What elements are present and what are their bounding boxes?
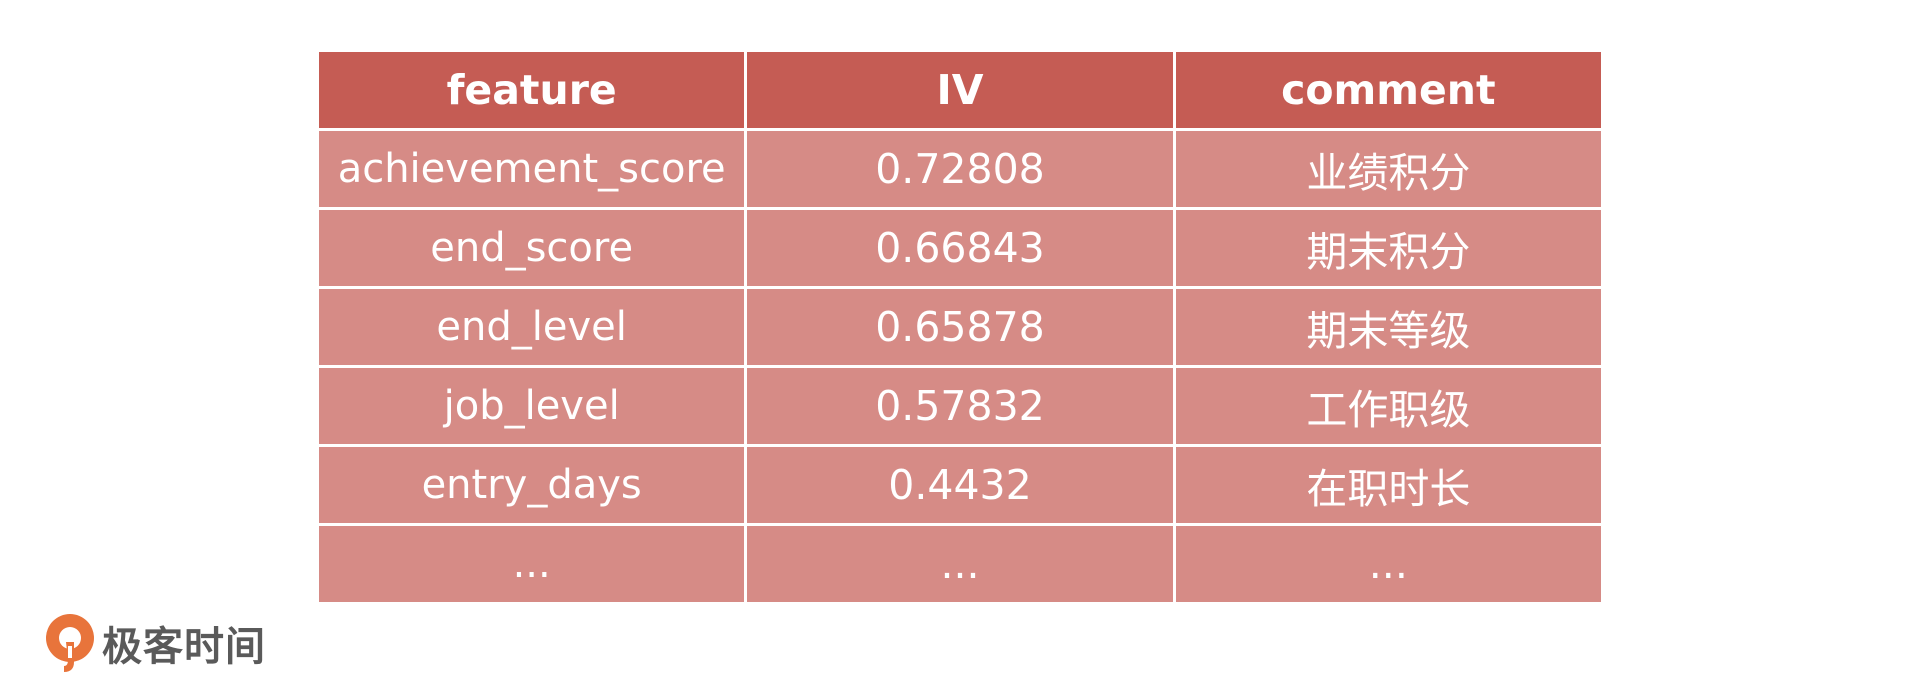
comment-cell: 期末等级 <box>1172 286 1605 368</box>
feature-cell: ... <box>315 523 748 605</box>
table-header-row: feature IV comment <box>315 49 1605 131</box>
table-row: entry_days 0.4432 在职时长 <box>315 444 1605 526</box>
feature-cell: entry_days <box>315 444 748 526</box>
iv-cell: 0.66843 <box>744 207 1176 289</box>
feature-cell: end_score <box>315 207 748 289</box>
feature-cell: end_level <box>315 286 748 368</box>
geektime-logo-icon <box>46 614 94 672</box>
comment-cell: 在职时长 <box>1172 444 1605 526</box>
iv-cell: ... <box>744 523 1176 605</box>
iv-table-container: feature IV comment achievement_score 0.7… <box>315 49 1605 605</box>
header-iv: IV <box>744 49 1176 131</box>
comment-cell: 工作职级 <box>1172 365 1605 447</box>
iv-table: feature IV comment achievement_score 0.7… <box>315 49 1605 605</box>
table-row: ... ... ... <box>315 523 1605 605</box>
table-row: job_level 0.57832 工作职级 <box>315 365 1605 447</box>
comment-cell: 业绩积分 <box>1172 128 1605 210</box>
feature-cell: job_level <box>315 365 748 447</box>
comment-cell: 期末积分 <box>1172 207 1605 289</box>
feature-cell: achievement_score <box>315 128 748 210</box>
table-row: end_score 0.66843 期末积分 <box>315 207 1605 289</box>
iv-cell: 0.65878 <box>744 286 1176 368</box>
header-feature: feature <box>315 49 748 131</box>
iv-cell: 0.57832 <box>744 365 1176 447</box>
table-row: end_level 0.65878 期末等级 <box>315 286 1605 368</box>
logo-text: 极客时间 <box>102 624 266 670</box>
geektime-logo: 极客时间 <box>44 612 266 674</box>
header-comment: comment <box>1172 49 1605 131</box>
iv-cell: 0.72808 <box>744 128 1176 210</box>
comment-cell: ... <box>1172 523 1605 605</box>
iv-cell: 0.4432 <box>744 444 1176 526</box>
table-row: achievement_score 0.72808 业绩积分 <box>315 128 1605 210</box>
